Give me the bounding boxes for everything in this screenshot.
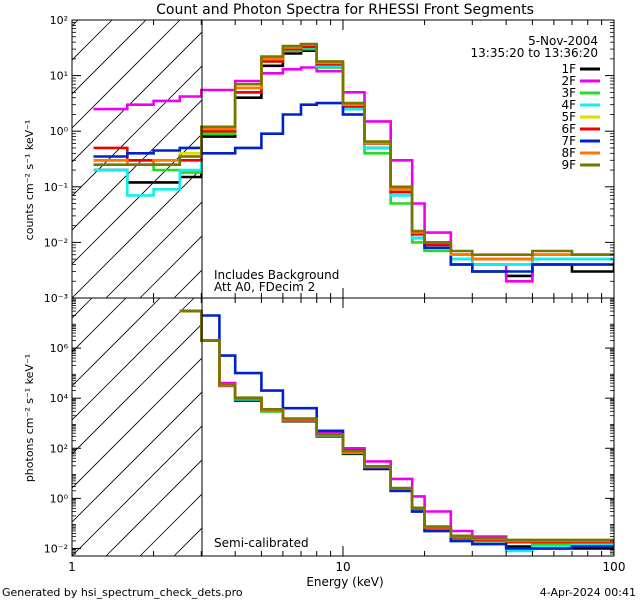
bottom-panel-frame xyxy=(71,297,615,557)
legend-label-1F: 1F xyxy=(561,62,576,76)
hatch-line xyxy=(242,298,500,556)
annotation-semi-calibrated: Semi-calibrated xyxy=(214,536,309,550)
y-tick-label: 10⁻² xyxy=(44,236,68,249)
series-3F-bottom xyxy=(179,309,614,546)
hatch-line xyxy=(480,298,640,556)
hatch-line xyxy=(139,235,202,298)
hatch-line xyxy=(616,298,640,556)
series-1F-bottom xyxy=(179,309,614,550)
x-tick-label: 1 xyxy=(68,560,76,574)
hatch-line xyxy=(378,298,636,556)
hatch-line xyxy=(208,20,486,298)
hatch-line xyxy=(72,20,181,129)
legend-label-6F: 6F xyxy=(561,122,576,136)
annotation-attenuator: Att A0, FDecim 2 xyxy=(214,280,315,294)
legend-label-3F: 3F xyxy=(561,86,576,100)
hatch-line xyxy=(72,167,202,298)
time-range-label: 13:35:20 to 13:36:20 xyxy=(471,46,598,60)
series-6F-bottom xyxy=(179,309,614,544)
y-tick-label: 10⁴ xyxy=(50,392,69,405)
hatch-line xyxy=(378,20,640,298)
legend-label-5F: 5F xyxy=(561,110,576,124)
y-tick-label: 10⁻² xyxy=(44,542,68,555)
footer-generated-by: Generated by hsi_spectrum_check_dets.pro xyxy=(2,586,243,599)
series-5F-bottom xyxy=(179,309,614,543)
y-tick-label: 10⁰ xyxy=(50,492,69,505)
hatch-line xyxy=(72,298,161,387)
series-7F-top xyxy=(93,101,614,273)
legend-label-4F: 4F xyxy=(561,98,576,112)
hatch-line xyxy=(344,298,602,556)
hatched-region-bottom xyxy=(0,298,640,556)
y-tick-label: 10² xyxy=(50,442,68,455)
legend-label-2F: 2F xyxy=(561,74,576,88)
hatch-line xyxy=(105,459,202,556)
annotation-background: Includes Background xyxy=(214,268,339,282)
hatch-line xyxy=(72,298,195,421)
hatch-line xyxy=(72,391,202,523)
hatch-line xyxy=(72,31,202,163)
series-4F-top xyxy=(93,46,614,266)
hatch-line xyxy=(582,20,640,298)
y-tick-label: 10⁻³ xyxy=(44,292,68,305)
y-axis-label-bottom: photons cm⁻² s⁻¹ keV⁻¹ xyxy=(23,354,36,482)
series-9F-bottom xyxy=(179,309,614,542)
series-9F-top xyxy=(93,42,614,256)
y-tick-label: 10² xyxy=(50,14,68,27)
x-axis-label: Energy (keV) xyxy=(306,575,383,589)
footer-timestamp: 4-Apr-2024 00:41 xyxy=(540,586,636,599)
series-2F-bottom xyxy=(179,309,614,546)
y-tick-label: 10¹ xyxy=(50,70,68,83)
series-8F-bottom xyxy=(179,309,614,543)
figure-title: Count and Photon Spectra for RHESSI Fron… xyxy=(156,2,534,18)
bottom-panel-series xyxy=(179,309,614,553)
hatch-line xyxy=(276,298,534,556)
y-tick-label: 10⁰ xyxy=(50,125,69,138)
hatch-line xyxy=(548,298,640,556)
hatch-line xyxy=(72,425,202,556)
legend-label-7F: 7F xyxy=(561,134,576,148)
hatch-line xyxy=(310,20,588,298)
hatch-line xyxy=(72,20,147,95)
legend-label-9F: 9F xyxy=(561,158,576,172)
series-1F-top xyxy=(93,49,614,278)
series-6F-top xyxy=(93,45,614,261)
x-tick-label: 10 xyxy=(335,560,350,574)
hatch-line xyxy=(105,201,202,298)
hatch-line xyxy=(514,298,640,556)
y-tick-label: 10⁶ xyxy=(50,342,69,355)
hatch-line xyxy=(412,20,640,298)
hatch-line xyxy=(173,527,202,556)
legend-label-8F: 8F xyxy=(561,146,576,160)
series-8F-top xyxy=(93,43,614,261)
hatch-line xyxy=(72,298,127,353)
series-7F-bottom xyxy=(179,309,614,550)
hatch-line xyxy=(0,298,24,556)
hatch-line xyxy=(72,298,93,319)
hatch-line xyxy=(72,20,79,27)
x-tick-label: 100 xyxy=(603,560,626,574)
series-5F-top xyxy=(93,44,614,261)
top-panel-series xyxy=(93,42,614,283)
series-4F-bottom xyxy=(179,309,614,553)
date-label: 5-Nov-2004 xyxy=(528,34,598,48)
y-axis-label-top: counts cm⁻² s⁻¹ keV⁻¹ xyxy=(23,120,36,241)
series-2F-top xyxy=(93,66,614,283)
hatch-line xyxy=(208,298,466,556)
hatch-line xyxy=(310,298,568,556)
hatch-line xyxy=(139,493,202,556)
hatch-line xyxy=(446,20,640,298)
axes: 10⁻³ 10⁻² 10⁻¹ 10⁰ 10¹ 10² 10⁻² 10⁰ 10² 10⁴ 10⁶ 1 10… xyxy=(44,14,626,574)
hatch-line xyxy=(0,20,10,298)
hatch-line xyxy=(72,357,202,489)
hatch-line xyxy=(412,298,640,556)
hatch-line xyxy=(616,20,640,298)
hatch-line xyxy=(0,20,44,298)
hatch-line xyxy=(344,20,622,298)
hatch-line xyxy=(72,323,202,455)
hatch-line xyxy=(480,20,640,298)
y-tick-label: 10⁻¹ xyxy=(44,181,68,194)
